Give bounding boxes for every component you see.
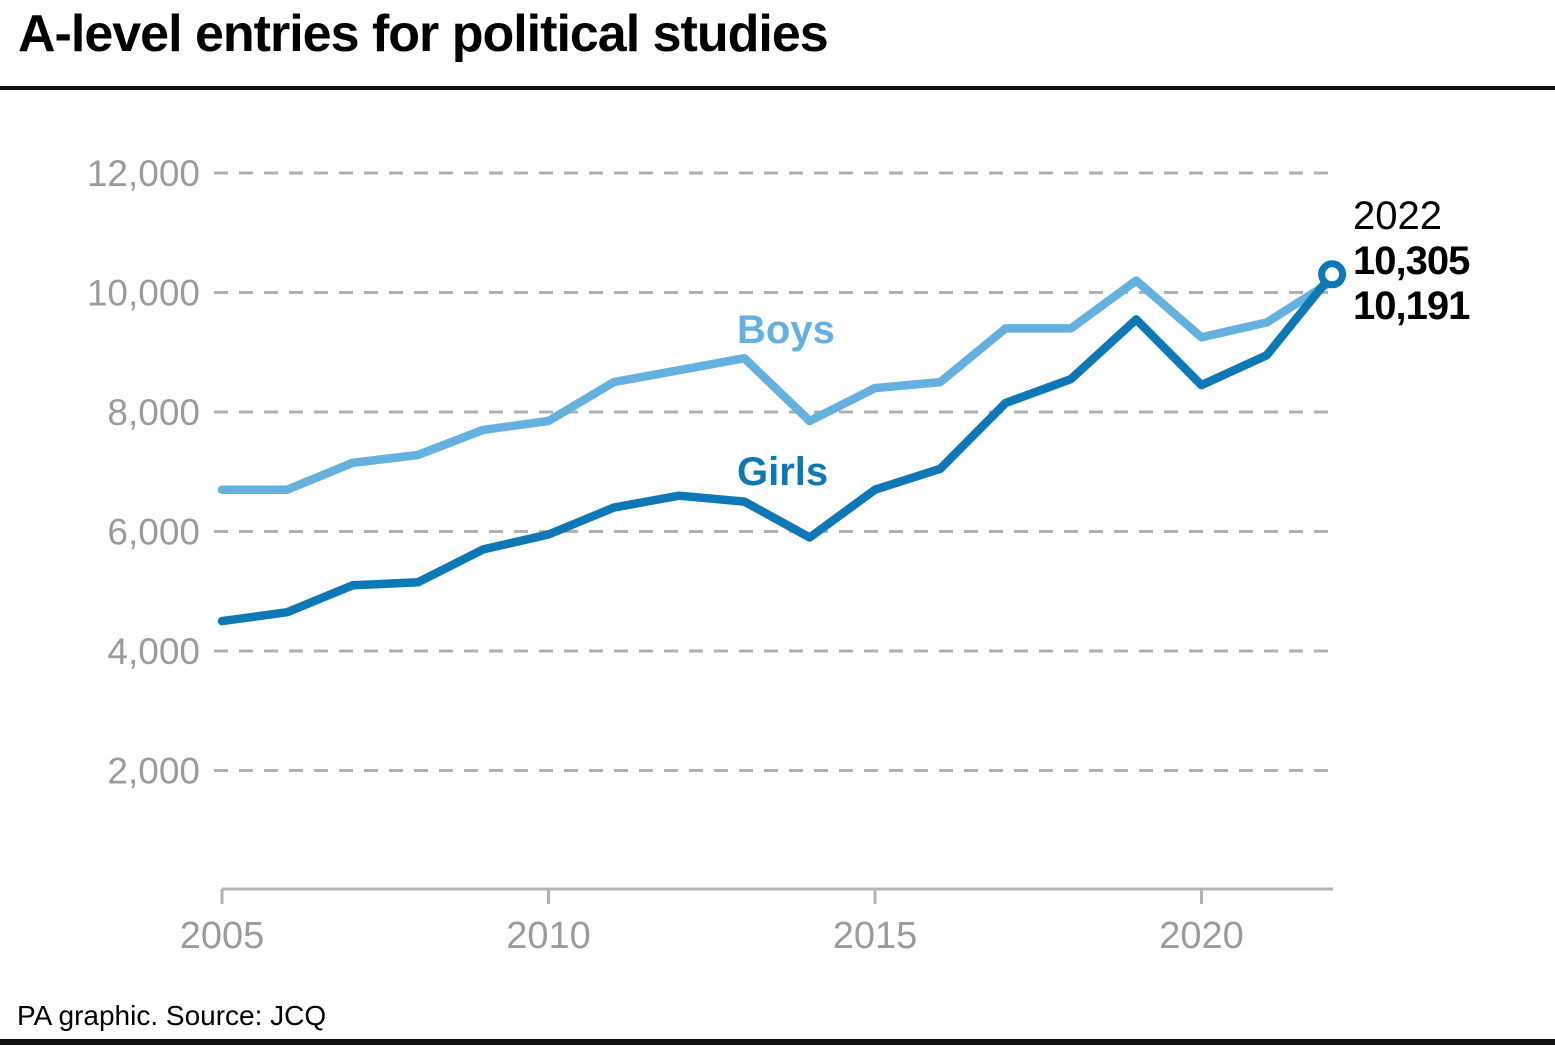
y-tick-label-6000: 6,000 <box>107 512 200 553</box>
page-title: A-level entries for political studies <box>18 5 829 63</box>
annotation-boys-value: 10,191 <box>1353 284 1470 328</box>
series-label-girls: Girls <box>737 450 829 494</box>
series-line-boys <box>217 276 1337 494</box>
y-tick-label-12000: 12,000 <box>87 153 200 194</box>
endpoint-annotation: 2022 10,305 10,191 <box>1353 194 1470 329</box>
annotation-girls-value: 10,305 <box>1353 239 1470 283</box>
title-divider <box>0 86 1555 90</box>
source-note: PA graphic. Source: JCQ <box>17 1000 327 1031</box>
y-gridlines <box>214 171 1331 772</box>
y-tick-label-10000: 10,000 <box>87 273 200 314</box>
x-axis: 2005 2010 2015 2020 <box>180 887 1333 957</box>
annotation-year: 2022 <box>1353 194 1442 238</box>
bottom-bar <box>0 1039 1555 1045</box>
y-axis-labels: 2,000 4,000 6,000 8,000 10,000 12,000 <box>87 153 200 792</box>
x-tick-label-2010: 2010 <box>506 915 591 957</box>
y-tick-label-4000: 4,000 <box>107 631 200 672</box>
series-line-girls <box>217 270 1337 626</box>
series-label-boys: Boys <box>737 308 835 352</box>
x-tick-label-2015: 2015 <box>833 915 918 957</box>
y-tick-label-8000: 8,000 <box>107 392 200 433</box>
end-marker <box>1318 260 1347 289</box>
x-tick-label-2005: 2005 <box>180 915 265 957</box>
y-tick-label-2000: 2,000 <box>107 751 200 792</box>
x-tick-label-2020: 2020 <box>1159 915 1244 957</box>
